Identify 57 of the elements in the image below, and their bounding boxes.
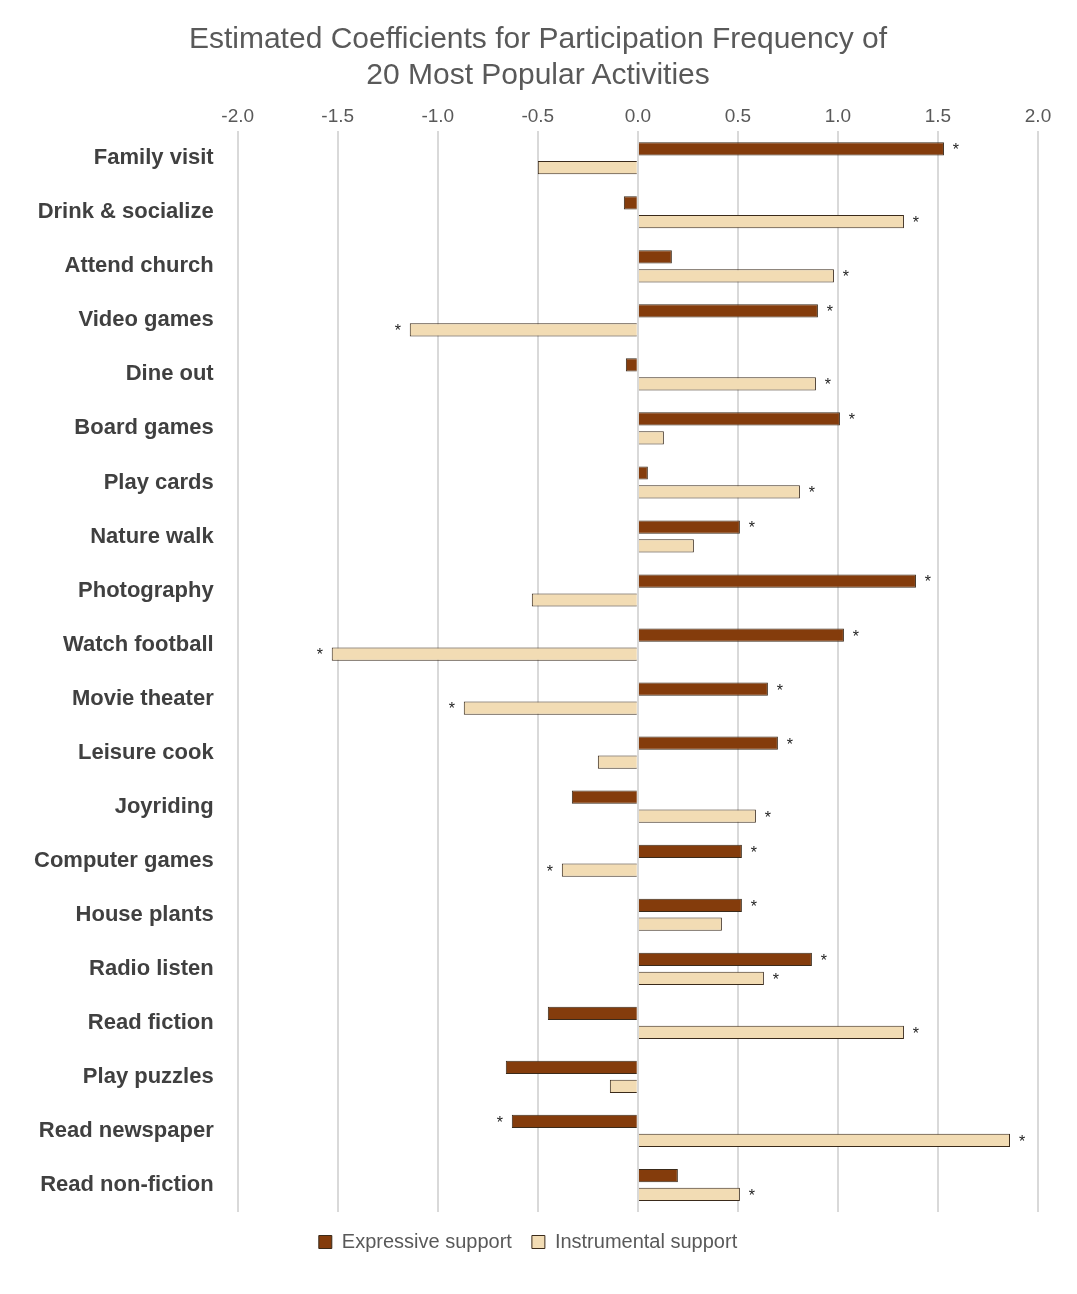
x-tick-label: 0.0 xyxy=(624,105,652,127)
x-tick-label: 2.0 xyxy=(1024,105,1052,127)
data-label: * xyxy=(824,376,832,394)
y-tick-label: Read fiction xyxy=(87,1008,214,1034)
y-tick-label: Leisure cook xyxy=(77,738,215,764)
y-tick-label: Read non-fiction xyxy=(40,1171,214,1197)
y-tick-label: Dine out xyxy=(125,360,215,386)
data-label: * xyxy=(952,141,960,159)
y-tick-label: Attend church xyxy=(64,252,214,278)
y-tick-label: Drink & socialize xyxy=(37,198,214,224)
y-tick-label: Board games xyxy=(74,414,214,440)
data-label: * xyxy=(826,303,834,321)
y-tick-label: Joyriding xyxy=(114,792,214,818)
data-label: * xyxy=(912,1024,920,1042)
y-tick-label: Video games xyxy=(78,306,214,332)
data-label: * xyxy=(496,1113,503,1131)
legend-label: Instrumental support xyxy=(554,1229,738,1252)
data-label: * xyxy=(842,268,850,286)
data-label: * xyxy=(848,411,856,429)
data-label: * xyxy=(924,573,932,591)
y-tick-label: Computer games xyxy=(33,846,214,872)
data-label: * xyxy=(912,214,920,232)
data-label: * xyxy=(764,808,772,826)
x-tick-label: -1.5 xyxy=(321,105,355,127)
x-tick-label: -2.0 xyxy=(221,105,255,127)
data-label: * xyxy=(750,897,758,915)
data-label: * xyxy=(1018,1132,1026,1150)
x-tick-label: 0.5 xyxy=(724,105,752,127)
data-label: * xyxy=(546,862,553,880)
data-label: * xyxy=(820,951,828,969)
data-label: * xyxy=(448,700,455,718)
chart-title: Estimated Coefficients for Participation Frequency of 20 Most Popular Activities xyxy=(188,20,888,92)
y-tick-label: Radio listen xyxy=(89,954,214,980)
x-tick-label: -0.5 xyxy=(521,105,555,127)
y-tick-label: Watch football xyxy=(62,630,214,656)
data-label: * xyxy=(852,627,860,645)
data-label: * xyxy=(748,1186,756,1204)
x-tick-label: 1.0 xyxy=(824,105,852,127)
data-label: * xyxy=(772,970,780,988)
data-label: * xyxy=(776,681,784,699)
data-label: * xyxy=(808,484,816,502)
y-tick-label: Read newspaper xyxy=(38,1117,215,1142)
x-tick-label: 1.5 xyxy=(924,105,952,127)
data-label: * xyxy=(786,735,794,753)
data-label: * xyxy=(316,646,323,664)
y-tick-label: Play cards xyxy=(103,468,214,494)
y-tick-label: Play puzzles xyxy=(82,1062,214,1088)
x-tick-label: -1.0 xyxy=(421,105,455,127)
data-label: * xyxy=(394,322,401,340)
y-tick-label: Nature walk xyxy=(90,522,215,548)
legend-label: Expressive support xyxy=(341,1229,513,1252)
y-tick-label: House plants xyxy=(75,900,214,926)
y-tick-label: Photography xyxy=(78,576,215,602)
data-label: * xyxy=(748,519,756,537)
y-tick-label: Movie theater xyxy=(71,684,215,710)
y-tick-label: Family visit xyxy=(93,144,215,170)
data-label: * xyxy=(750,843,758,861)
